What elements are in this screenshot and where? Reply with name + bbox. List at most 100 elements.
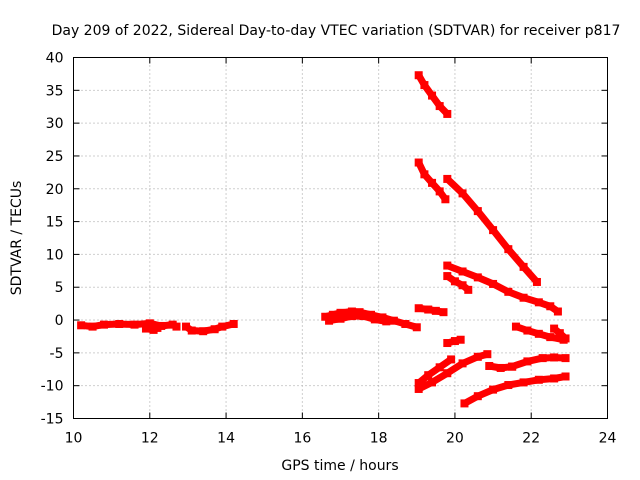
data-point [504,287,513,296]
data-point [439,308,448,317]
series-15 [414,355,456,388]
data-point [370,315,379,324]
data-point [443,174,452,183]
series-8 [443,174,541,286]
data-point [519,378,528,387]
data-point [336,314,345,323]
x-tick-label: 14 [217,431,235,447]
data-point [428,91,437,100]
data-point [414,384,423,393]
data-point [460,399,469,408]
data-point [182,322,191,331]
data-point [359,312,368,321]
y-tick-label: 40 [46,51,64,67]
data-point [504,245,513,254]
x-axis-label: GPS time / hours [281,458,398,474]
data-point [428,178,437,187]
data-point [447,355,456,364]
data-point [443,369,452,378]
data-point [550,374,559,383]
series-11 [414,304,448,317]
data-point [450,277,459,286]
series-trace [416,356,454,386]
data-point [420,170,429,179]
data-point [532,277,541,286]
series-5 [325,312,391,326]
data-point [458,359,467,368]
data-point [414,71,423,80]
y-tick-label: 20 [46,182,64,198]
series-3 [182,319,238,336]
data-point [473,207,482,216]
data-point [172,322,181,331]
data-point [519,293,528,302]
data-point [115,319,124,328]
y-tick-label: 0 [55,313,64,329]
data-point [187,326,196,335]
data-point [145,319,154,328]
data-point [473,273,482,282]
data-point [414,304,423,313]
series-1 [77,319,181,331]
data-point [458,281,467,290]
series-18 [508,353,570,371]
series-10 [443,272,473,294]
data-point [435,363,444,372]
data-point [450,337,459,346]
data-point [347,312,356,321]
data-point [519,262,528,271]
data-point [210,325,219,334]
data-point [328,310,337,319]
data-point [382,317,391,326]
y-tick-label: 5 [55,280,64,296]
y-tick-label: -10 [41,379,64,395]
data-point [456,335,465,344]
data-point [414,379,423,388]
data-point [473,352,482,361]
series-6 [414,71,452,118]
series-19 [460,372,570,408]
data-point [523,357,532,366]
data-point [511,322,520,331]
data-point [508,362,517,371]
data-point [443,109,452,118]
plot-frame [73,57,608,419]
data-point [347,307,356,316]
data-point [458,189,467,198]
tick-labels: 10 12 14 16 18 20 22 24 -15 -10 -5 0 5 10 15 20 25 30 35 40 [41,51,617,447]
data-point [504,381,513,390]
data-point [534,329,543,338]
data-series [77,71,570,408]
data-point [414,158,423,167]
data-point [424,305,433,314]
data-point [325,316,334,325]
grid-lines [73,57,608,419]
data-point [489,226,498,235]
data-point [523,326,532,335]
data-point [218,322,227,331]
data-point [229,319,238,328]
data-point [77,321,86,330]
series-9 [443,261,562,316]
series-16 [414,350,492,393]
data-point [538,354,547,363]
data-point [428,378,437,387]
data-point [553,307,562,316]
data-point [550,324,559,333]
data-point [546,302,555,311]
data-point [435,187,444,196]
series-12 [443,335,465,348]
y-tick-label: 10 [46,247,64,263]
series-14 [550,324,570,343]
x-tick-label: 12 [141,431,159,447]
data-point [443,339,452,348]
data-point [496,363,505,372]
y-axis-label: SDTVAR / TECUs [9,181,25,296]
data-point [141,324,150,333]
data-point [130,320,139,329]
data-point [424,371,433,380]
y-tick-label: 15 [46,215,64,231]
y-tick-label: 35 [46,83,64,99]
data-point [336,308,345,317]
